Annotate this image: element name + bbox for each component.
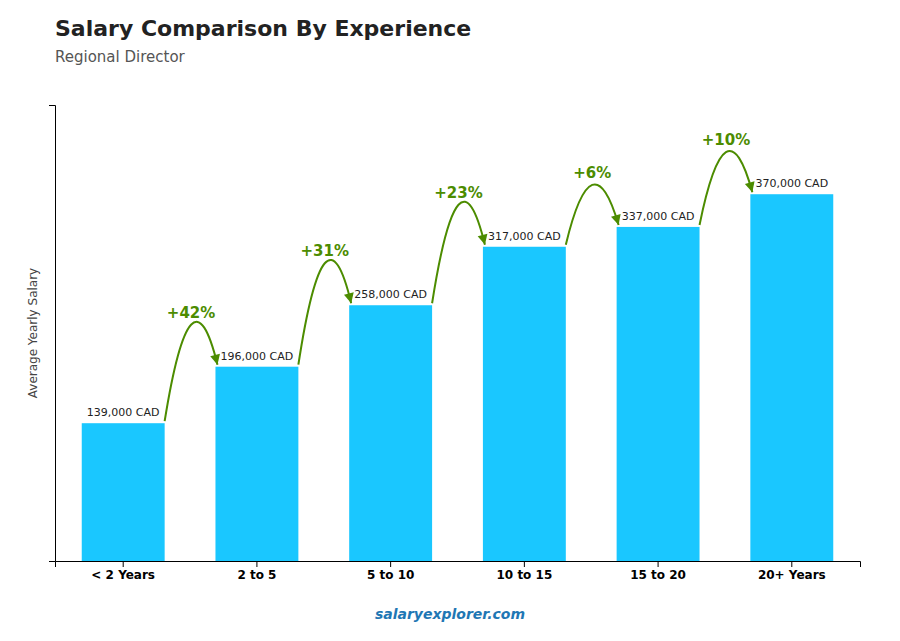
bar (349, 305, 432, 561)
bar (750, 194, 833, 561)
title: Salary Comparison By Experience (55, 16, 471, 41)
data-label: 317,000 CAD (488, 230, 561, 243)
annotation-arrowhead (344, 292, 354, 303)
x-tick-label: 2 to 5 (237, 568, 276, 582)
watermark: salaryexplorer.com (375, 606, 525, 622)
annotation-arrowhead (745, 181, 755, 192)
y-axis-line (49, 106, 56, 562)
annotation-text: +42% (167, 304, 215, 322)
bars (82, 194, 834, 561)
annotation-arrow (566, 184, 619, 244)
chart: Salary Comparison By Experience Regional … (0, 0, 900, 641)
annotation-text: +10% (702, 131, 750, 149)
annotation-arrow (298, 260, 351, 365)
x-axis-line (56, 562, 861, 568)
x-tick-mark (390, 561, 391, 567)
data-label: 139,000 CAD (87, 406, 160, 419)
data-labels: 139,000 CAD 196,000 CAD 258,000 CAD 317,000… (87, 177, 828, 419)
annotation-arrowhead (611, 214, 621, 225)
data-label: 258,000 CAD (354, 288, 427, 301)
data-label: 370,000 CAD (755, 177, 828, 190)
annotations: +42% +31% +23% +6% +10% (165, 131, 755, 421)
annotation-arrowhead (478, 234, 488, 245)
x-tick-mark (658, 561, 659, 567)
x-tick-mark (256, 561, 257, 567)
x-tick-mark (123, 561, 124, 567)
annotation-text: +6% (573, 164, 611, 182)
x-tick-label: 15 to 20 (630, 568, 686, 582)
bar (215, 367, 298, 561)
x-tick: 10 to 15 (496, 561, 552, 582)
data-label: 337,000 CAD (622, 210, 695, 223)
bar (483, 247, 566, 561)
x-tick-mark (524, 561, 525, 567)
y-axis (49, 106, 56, 562)
annotation-arrow (700, 151, 753, 225)
x-tick: 5 to 10 (367, 561, 414, 582)
annotation-text: +23% (434, 184, 482, 202)
annotation-arrow (432, 202, 485, 304)
subtitle: Regional Director (55, 48, 186, 66)
x-tick-mark (791, 561, 792, 567)
x-axis: < 2 Years 2 to 5 5 to 10 10 to 15 15 to 20 20… (56, 561, 861, 582)
x-tick: 15 to 20 (630, 561, 686, 582)
x-tick-label: 10 to 15 (496, 568, 552, 582)
x-tick-label: 5 to 10 (367, 568, 414, 582)
x-tick-label: < 2 Years (91, 568, 155, 582)
annotation-arrow (165, 322, 218, 421)
data-label: 196,000 CAD (221, 350, 294, 363)
x-tick: < 2 Years (91, 561, 155, 582)
y-axis-title: Average Yearly Salary (26, 268, 40, 398)
annotation-arrowhead (210, 354, 220, 365)
x-tick: 2 to 5 (237, 561, 276, 582)
bar (82, 423, 165, 561)
x-tick: 20+ Years (758, 561, 826, 582)
x-tick-label: 20+ Years (758, 568, 826, 582)
annotation-text: +31% (301, 242, 349, 260)
bar (617, 227, 700, 561)
